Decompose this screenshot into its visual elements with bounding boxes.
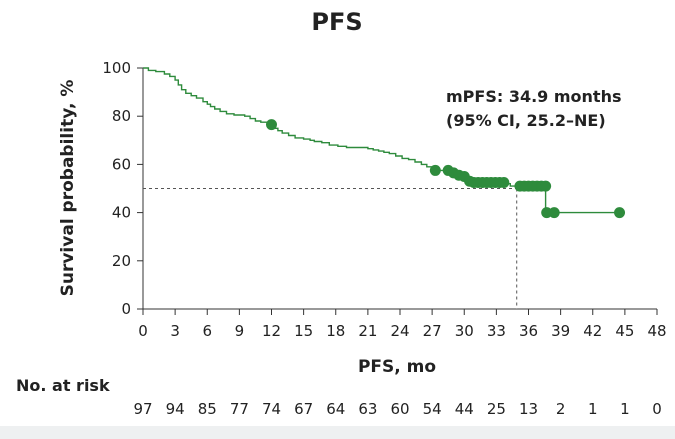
risk-value: 0 xyxy=(652,400,662,418)
risk-value: 25 xyxy=(487,400,506,418)
y-tick-label: 80 xyxy=(112,107,131,125)
y-tick-label: 40 xyxy=(112,204,131,222)
x-tick-label: 33 xyxy=(487,322,506,340)
censor-marker xyxy=(266,119,277,131)
risk-value: 74 xyxy=(262,400,281,418)
y-tick-label: 60 xyxy=(112,155,131,173)
risk-value: 67 xyxy=(294,400,313,418)
risk-value: 54 xyxy=(423,400,442,418)
x-tick-label: 45 xyxy=(615,322,634,340)
x-tick-label: 24 xyxy=(390,322,409,340)
x-tick-label: 27 xyxy=(423,322,442,340)
x-tick-label: 15 xyxy=(294,322,313,340)
x-axis-label: PFS, mo xyxy=(358,357,436,377)
censor-marker xyxy=(540,180,552,192)
risk-value: 85 xyxy=(198,400,217,418)
risk-value: 63 xyxy=(358,400,377,418)
x-tick-label: 48 xyxy=(647,322,666,340)
censor-marker xyxy=(614,207,626,219)
x-tick-label: 12 xyxy=(262,322,281,340)
x-tick-label: 42 xyxy=(583,322,602,340)
x-tick-label: 9 xyxy=(235,322,245,340)
risk-value: 60 xyxy=(390,400,409,418)
risk-value: 1 xyxy=(588,400,598,418)
x-tick-label: 21 xyxy=(358,322,377,340)
y-tick-label: 20 xyxy=(112,252,131,270)
y-axis-label: Survival probability, % xyxy=(58,80,78,297)
x-tick-label: 0 xyxy=(138,322,148,340)
risk-value: 1 xyxy=(620,400,630,418)
censor-marker xyxy=(498,176,510,188)
x-tick-label: 3 xyxy=(170,322,180,340)
median-annotation-line-2: (95% CI, 25.2–NE) xyxy=(446,111,606,130)
x-tick-label: 30 xyxy=(455,322,474,340)
x-tick-label: 6 xyxy=(202,322,212,340)
x-tick-label: 39 xyxy=(551,322,570,340)
risk-value: 44 xyxy=(455,400,474,418)
median-annotation-line-1: mPFS: 34.9 months xyxy=(446,87,621,106)
x-tick-label: 36 xyxy=(519,322,538,340)
bottom-band xyxy=(0,426,675,439)
risk-value: 94 xyxy=(166,400,185,418)
chart-title: PFS xyxy=(311,8,362,36)
censor-marker xyxy=(429,164,441,176)
risk-value: 97 xyxy=(133,400,152,418)
x-tick-label: 18 xyxy=(326,322,345,340)
y-tick-label: 100 xyxy=(102,59,131,77)
risk-value: 77 xyxy=(230,400,249,418)
y-tick-label: 0 xyxy=(121,300,131,318)
censor-marker xyxy=(548,207,560,219)
risk-table-label: No. at risk xyxy=(16,376,110,395)
risk-value: 13 xyxy=(519,400,538,418)
risk-value: 2 xyxy=(556,400,566,418)
risk-value: 64 xyxy=(326,400,345,418)
